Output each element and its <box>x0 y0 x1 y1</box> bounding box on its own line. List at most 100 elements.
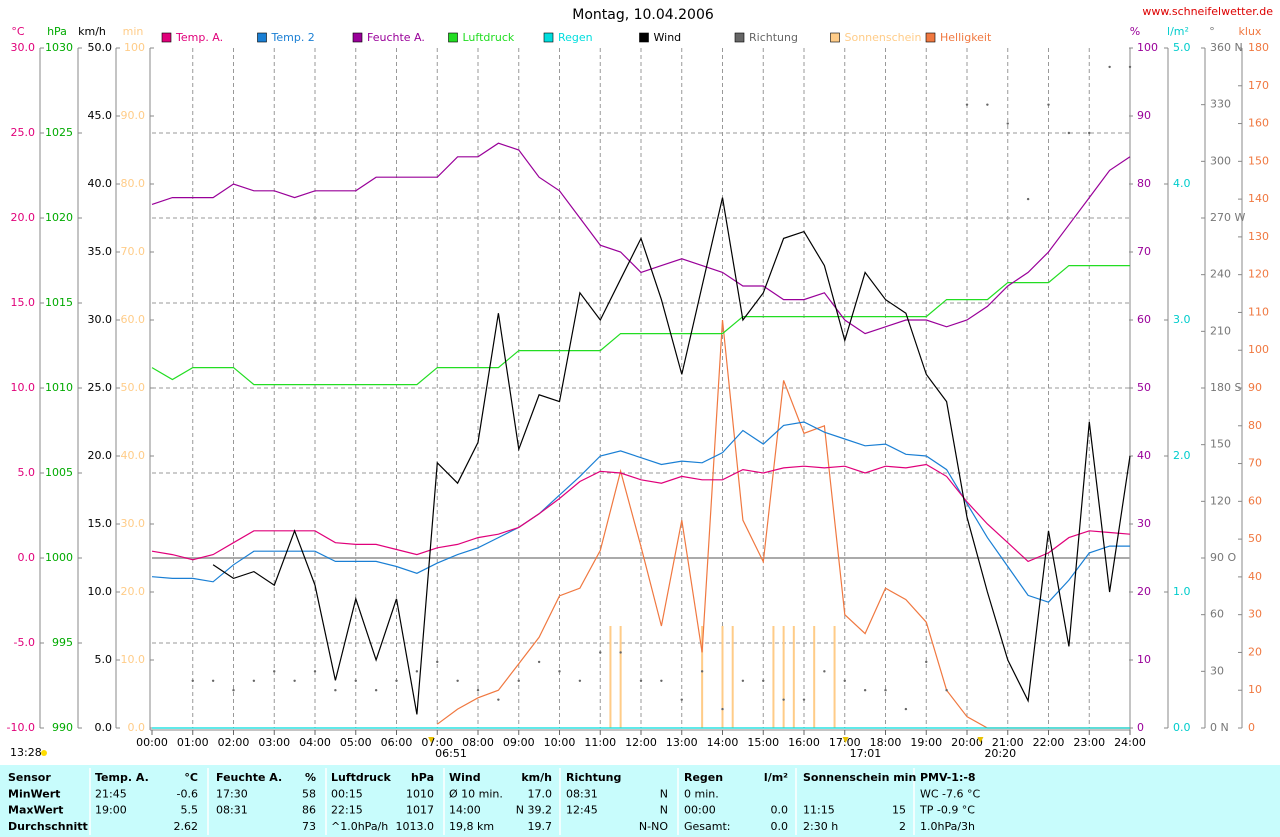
y-tick-label: 50 <box>1137 381 1151 394</box>
y-tick-label: 150 <box>1210 438 1231 451</box>
y-tick-label: 1010 <box>45 381 73 394</box>
series-bar <box>619 626 622 728</box>
y-tick-label: 140 <box>1248 192 1269 205</box>
y-tick-label: 5.0 <box>1173 41 1191 54</box>
x-tick-label: 08:00 <box>462 736 494 749</box>
summary-panel <box>0 765 1280 837</box>
series-dot <box>965 103 969 106</box>
y-tick-label: 180 S <box>1210 381 1241 394</box>
table-cell: Sensor <box>8 771 51 784</box>
y-tick-label: 330 <box>1210 98 1231 111</box>
y-tick-label: 100 <box>1248 343 1269 356</box>
y-tick-label: 2.0 <box>1173 449 1191 462</box>
series-dot <box>313 670 317 673</box>
table-cell: 11:15 <box>803 804 835 817</box>
x-tick-label: 22:00 <box>1033 736 1065 749</box>
table-cell: 12:45 <box>566 804 598 817</box>
table-cell: hPa <box>411 771 434 784</box>
legend-swatch <box>257 32 267 43</box>
series-dot <box>578 679 582 682</box>
y-tick-label: 60 <box>1210 608 1224 621</box>
table-cell: Wind <box>449 771 481 784</box>
series-dot <box>700 670 704 673</box>
x-tick-label: 20:00 <box>951 736 983 749</box>
series-dot <box>415 670 419 673</box>
table-cell: Ø 10 min. <box>449 787 503 800</box>
series-dot <box>660 679 663 682</box>
y-tick-label: 20 <box>1137 585 1151 598</box>
event-label: 17:01 <box>850 747 882 760</box>
series-dot <box>476 689 480 692</box>
series-line <box>151 142 1131 335</box>
axis-unit: min <box>123 25 144 38</box>
y-tick-label: 70 <box>1137 245 1151 258</box>
table-cell: Durchschnitt <box>8 820 88 833</box>
series-dot <box>537 660 541 664</box>
x-tick-label: 09:00 <box>503 736 535 749</box>
y-tick-label: 20.0 <box>11 211 36 224</box>
series-dot <box>884 689 887 692</box>
table-cell: Luftdruck <box>331 771 392 784</box>
series-line <box>151 463 1131 563</box>
table-cell: 15 <box>892 804 906 817</box>
y-tick-label: 10.0 <box>88 585 113 598</box>
legend-label: Sonnenschein <box>845 31 922 44</box>
series-dot <box>680 698 683 701</box>
series-dot <box>1026 197 1030 201</box>
series-dot <box>823 670 826 673</box>
y-tick-label: 60.0 <box>121 313 146 326</box>
legend-swatch <box>448 32 458 43</box>
y-tick-label: 4.0 <box>1173 177 1191 190</box>
table-cell: 08:31 <box>216 804 248 817</box>
series-dot <box>762 679 765 682</box>
y-tick-label: 35.0 <box>88 245 113 258</box>
y-tick-label: 90 <box>1248 381 1262 394</box>
legend-label: Temp. A. <box>175 31 223 44</box>
table-cell: 58 <box>302 787 316 800</box>
y-tick-label: 210 <box>1210 324 1231 337</box>
table-cell: PMV-1:-8 <box>920 771 976 784</box>
series-dot <box>211 679 215 682</box>
table-cell: 73 <box>302 820 316 833</box>
series-dot <box>252 679 256 682</box>
y-tick-label: 50.0 <box>121 381 146 394</box>
series-dot <box>1047 103 1050 106</box>
series-dot <box>904 707 908 711</box>
legend-swatch <box>830 32 840 43</box>
y-tick-label: 80.0 <box>121 177 146 190</box>
table-cell: 5.5 <box>181 804 199 817</box>
axis-unit: °C <box>11 25 25 38</box>
y-tick-label: 40.0 <box>88 177 113 190</box>
y-tick-label: 40 <box>1137 449 1151 462</box>
y-tick-label: 0 <box>1137 721 1144 734</box>
series-dot <box>374 689 378 692</box>
table-cell: 0.0 <box>771 820 789 833</box>
y-tick-label: 3.0 <box>1173 313 1191 326</box>
x-tick-label: 03:00 <box>258 736 290 749</box>
y-tick-label: 90.0 <box>121 109 146 122</box>
legend-label: Luftdruck <box>463 31 515 44</box>
x-tick-label: 11:00 <box>584 736 616 749</box>
series-bar <box>782 626 785 728</box>
series-dot <box>497 698 500 701</box>
y-tick-label: 60 <box>1248 494 1262 507</box>
y-tick-label: 0.0 <box>128 721 146 734</box>
y-tick-label: 10.0 <box>121 653 146 666</box>
series-dot <box>863 689 867 692</box>
y-tick-label: 30.0 <box>11 41 36 54</box>
y-tick-label: 120 <box>1210 494 1231 507</box>
y-tick-label: 120 <box>1248 268 1269 281</box>
series-dot <box>517 679 520 682</box>
x-tick-label: 21:00 <box>992 736 1024 749</box>
table-cell: 2.62 <box>174 820 199 833</box>
x-tick-label: 05:00 <box>340 736 372 749</box>
y-tick-label: 25.0 <box>88 381 113 394</box>
legend-swatch <box>925 32 936 43</box>
table-cell: 19.7 <box>528 820 553 833</box>
table-cell: TP -0.9 °C <box>919 804 975 817</box>
y-tick-label: 45.0 <box>88 109 113 122</box>
table-cell: 17:30 <box>216 787 248 800</box>
y-tick-label: 5.0 <box>18 466 36 479</box>
event-marker <box>977 737 984 743</box>
